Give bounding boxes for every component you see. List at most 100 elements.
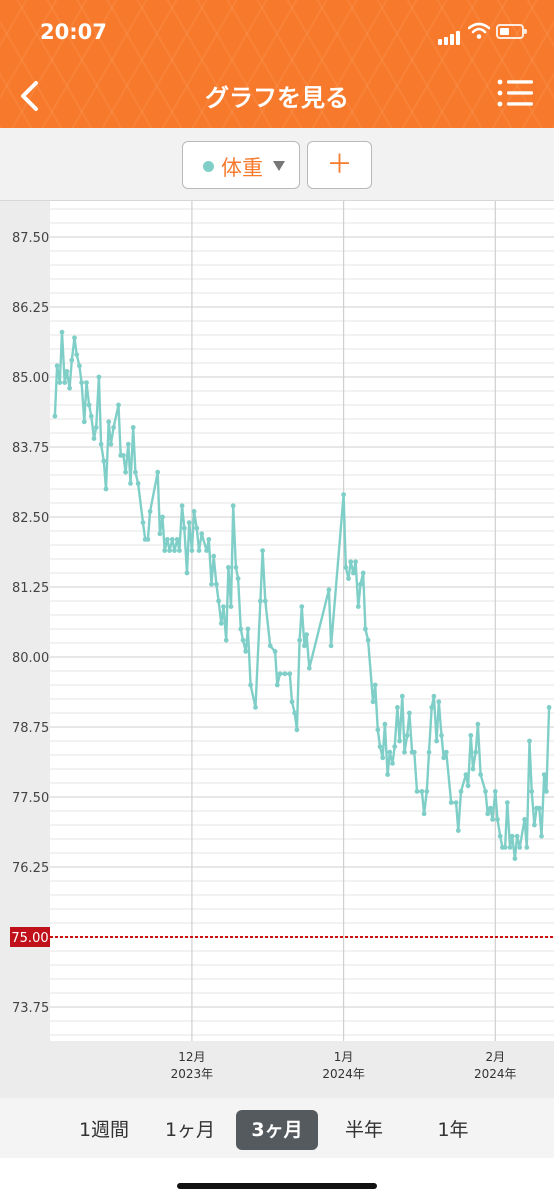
data-point <box>214 581 219 587</box>
data-point <box>108 441 114 447</box>
data-point <box>509 833 515 839</box>
data-point <box>306 665 312 671</box>
data-point <box>348 559 354 565</box>
data-point <box>507 845 513 850</box>
data-point <box>262 598 268 604</box>
data-point <box>365 637 371 643</box>
data-point <box>495 817 500 822</box>
data-point <box>221 604 226 609</box>
tab-1-year[interactable]: 1年 <box>437 1119 469 1141</box>
data-point <box>485 811 491 817</box>
tab-3-months[interactable]: 3ヶ月 <box>236 1110 318 1150</box>
data-point <box>133 469 138 475</box>
series-line <box>53 330 551 860</box>
data-point <box>478 772 483 777</box>
data-point <box>524 845 530 850</box>
data-point <box>209 581 214 587</box>
data-point <box>54 363 60 369</box>
tab-half-year[interactable]: 半年 <box>344 1119 383 1141</box>
data-point <box>238 626 244 632</box>
data-point <box>360 570 366 576</box>
data-point <box>91 436 97 441</box>
data-point <box>304 632 309 637</box>
data-point <box>88 413 94 419</box>
data-point <box>475 721 481 727</box>
series-color-dot <box>203 161 214 172</box>
tab-1-month[interactable]: 1ヶ月 <box>164 1119 216 1141</box>
y-tick-label: 78.75 <box>12 721 49 736</box>
data-point <box>370 699 376 705</box>
data-point <box>363 626 368 632</box>
data-point <box>407 710 412 716</box>
x-tick-year-label: 2023年 <box>171 1067 214 1081</box>
data-point <box>287 671 293 677</box>
data-point <box>245 626 251 632</box>
menu-button[interactable] <box>497 78 537 108</box>
data-point <box>504 800 510 805</box>
data-point <box>492 789 498 794</box>
data-point <box>497 833 503 839</box>
data-point <box>169 537 175 542</box>
data-point <box>194 525 200 531</box>
add-series-button[interactable]: ＋ <box>307 141 372 189</box>
data-point <box>86 402 92 408</box>
y-tick-label: 73.75 <box>12 1001 49 1016</box>
data-point <box>145 537 151 542</box>
back-button[interactable] <box>14 76 48 116</box>
target-label: 75.00 <box>11 931 48 946</box>
tab-1-week[interactable]: 1週間 <box>78 1119 130 1141</box>
top-navigation-bar <box>0 0 554 128</box>
data-point <box>135 481 141 486</box>
data-point <box>253 705 258 710</box>
data-point <box>426 749 432 755</box>
list-menu-icon <box>497 79 533 107</box>
data-point <box>455 828 461 833</box>
data-point <box>346 576 351 581</box>
data-point <box>424 789 430 794</box>
home-indicator <box>177 1183 377 1189</box>
data-point <box>473 749 479 755</box>
dropdown-arrow-icon <box>273 161 285 171</box>
data-point <box>539 833 544 839</box>
page-title: グラフを見る <box>205 84 349 112</box>
data-point <box>463 772 469 777</box>
data-point <box>77 363 82 369</box>
battery-icon <box>496 24 527 39</box>
data-point <box>179 503 185 509</box>
data-point <box>522 817 527 822</box>
x-tick-month-label: 12月 <box>178 1050 205 1064</box>
y-tick-label: 77.50 <box>12 791 49 806</box>
data-point <box>404 733 410 738</box>
data-point <box>172 548 177 553</box>
y-tick-label: 87.50 <box>12 231 49 246</box>
data-point <box>380 755 386 761</box>
data-point <box>81 419 87 425</box>
data-point <box>443 749 449 755</box>
data-point <box>421 811 427 817</box>
data-point <box>488 805 493 811</box>
data-point <box>453 800 459 805</box>
data-point <box>181 525 187 531</box>
data-point <box>93 425 99 430</box>
data-point <box>292 710 298 716</box>
data-point <box>532 822 537 828</box>
data-point <box>128 481 133 486</box>
data-point <box>468 733 474 738</box>
data-point <box>414 789 420 794</box>
y-tick-label: 86.25 <box>12 301 49 316</box>
cellular-signal-icon <box>438 26 462 45</box>
series-select-dropdown[interactable]: 体重 <box>182 141 300 189</box>
data-point <box>465 783 471 789</box>
data-point <box>121 453 126 458</box>
data-point <box>62 380 68 385</box>
data-point <box>546 705 552 710</box>
data-point <box>72 335 77 341</box>
data-point <box>470 766 476 772</box>
series-select-label: 体重 <box>221 156 263 180</box>
data-point <box>375 727 381 733</box>
data-point <box>140 520 146 525</box>
data-point <box>490 817 495 822</box>
target-label-badge <box>10 927 50 947</box>
data-point <box>186 520 192 525</box>
x-tick-month-label: 1月 <box>334 1050 354 1064</box>
